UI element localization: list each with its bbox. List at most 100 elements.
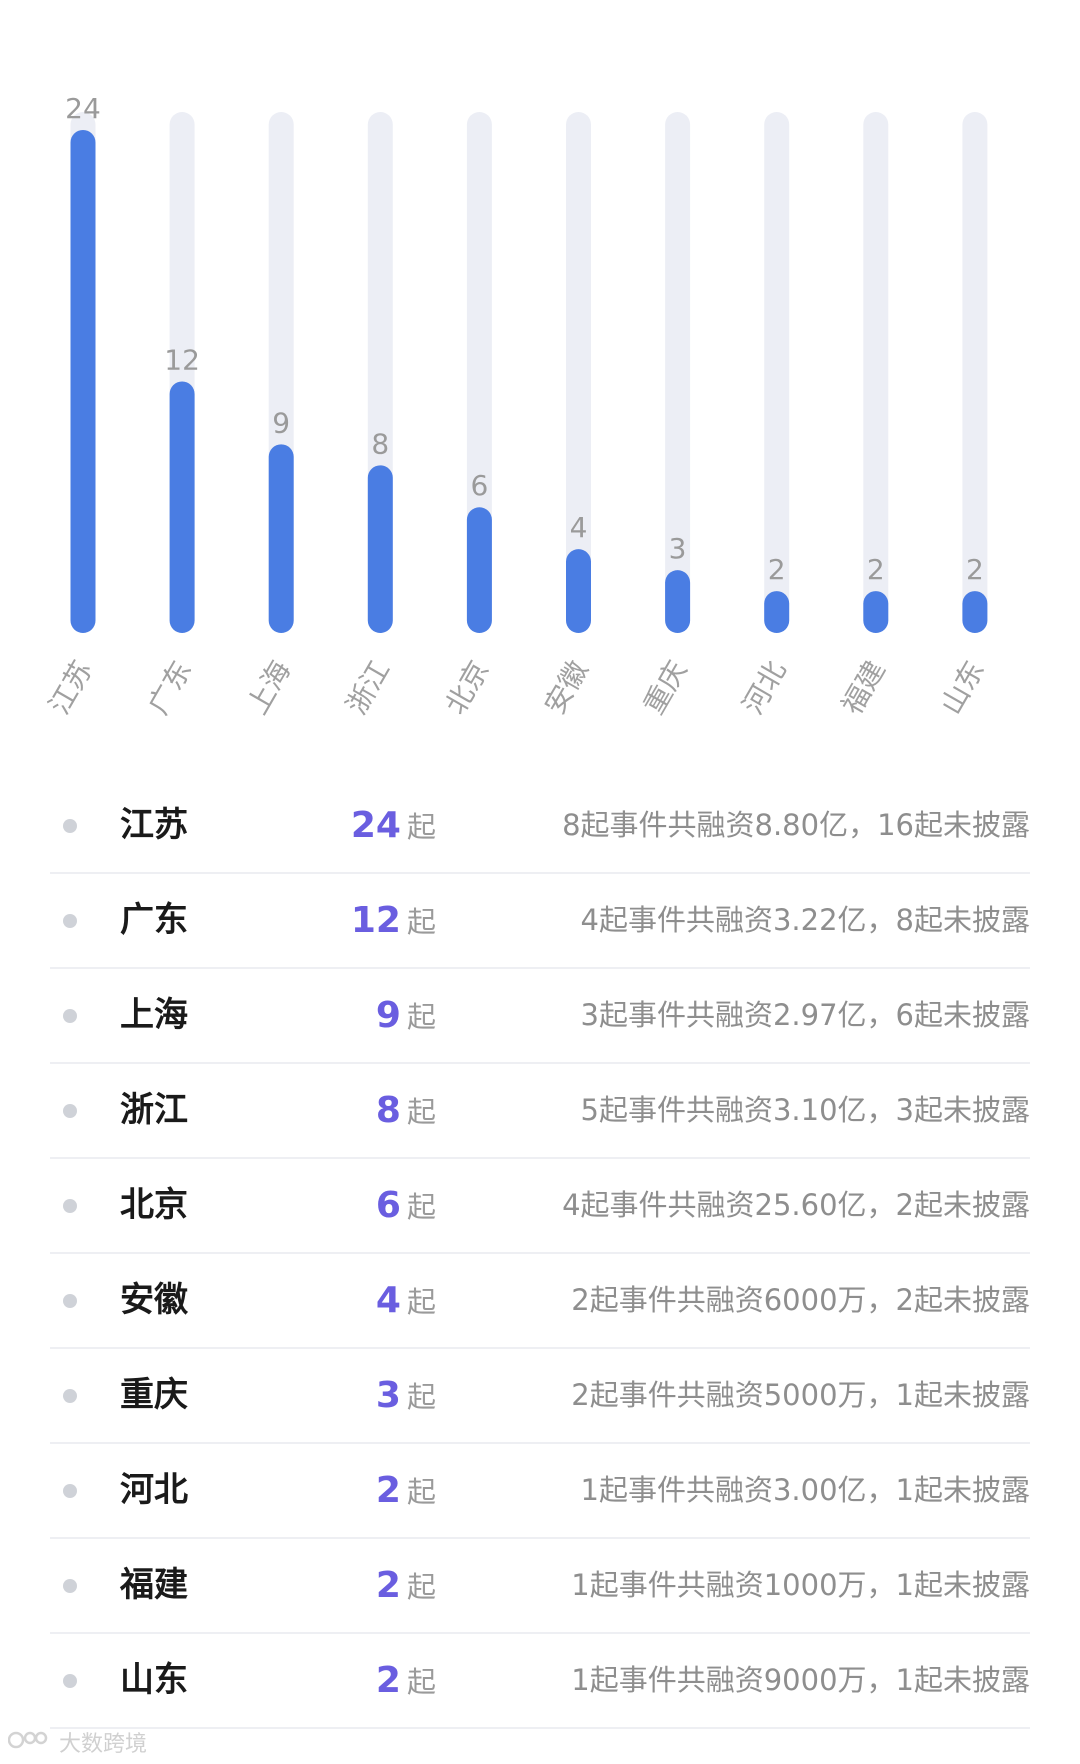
region-name: 广东 [120,900,188,940]
data-label: 6 [470,469,488,502]
count-number: 12 [350,900,401,941]
bar-track [764,112,790,633]
count-unit: 起 [406,1190,436,1224]
region-name: 山东 [120,1660,188,1700]
data-label: 8 [371,427,389,460]
bullet-dot-icon [63,819,77,833]
tick-label: 江苏 [42,655,99,720]
region-name: 浙江 [120,1090,188,1130]
bullet-dot-icon [63,1389,77,1403]
bullet-dot-icon [63,1104,77,1118]
region-name: 福建 [120,1565,188,1605]
count-unit: 起 [406,810,436,844]
count-unit: 起 [406,1380,436,1414]
bar [70,129,96,633]
data-label: 3 [669,532,687,565]
bar-track [962,112,988,633]
event-count: 12 起 [50,874,436,967]
tick-label: 上海 [241,655,298,720]
list-item: 安徽 4 起 2起事件共融资6000万，2起未披露 [50,1254,1030,1349]
financing-detail: 1起事件共融资1000万，1起未披露 [571,1568,1030,1602]
list-item: 江苏 24 起 8起事件共融资8.80亿，16起未披露 [50,779,1030,874]
data-label: 9 [272,406,290,439]
tick-label: 重庆 [637,655,694,720]
data-label: 12 [164,343,200,376]
bullet-dot-icon [63,1294,77,1308]
financing-detail: 8起事件共融资8.80亿，16起未披露 [562,808,1030,842]
bar-track [566,112,591,633]
financing-detail: 5起事件共融资3.10亿，3起未披露 [580,1093,1030,1127]
list-item: 浙江 8 起 5起事件共融资3.10亿，3起未披露 [50,1064,1030,1159]
bar-chart: 24 江苏 12 广东 9 上海 8 浙江 6 北京 4 安徽 3 重庆 2 河北 2 福建 2 山东 [42,92,991,720]
count-unit: 起 [406,1000,436,1034]
region-list: 江苏 24 起 8起事件共融资8.80亿，16起未披露 广东 12 起 4起事件共融资3.22… [50,779,1030,1729]
tick-label: 广东 [142,655,199,720]
count-unit: 起 [406,1095,436,1129]
region-name: 江苏 [120,805,188,845]
bullet-dot-icon [63,1199,77,1213]
tick-label: 山东 [934,655,991,720]
bar [268,444,294,633]
financing-detail: 2起事件共融资6000万，2起未披露 [571,1283,1030,1317]
list-item: 北京 6 起 4起事件共融资25.60亿，2起未披露 [50,1159,1030,1254]
bar [566,549,591,633]
count-number: 4 [375,1280,401,1321]
bar-track [665,112,691,633]
bullet-dot-icon [63,1579,77,1593]
list-item: 山东 2 起 1起事件共融资9000万，1起未披露 [50,1634,1030,1729]
financing-detail: 1起事件共融资3.00亿，1起未披露 [580,1473,1030,1507]
data-label: 2 [966,553,984,586]
bullet-dot-icon [63,914,77,928]
data-label: 24 [65,92,101,125]
count-number: 2 [375,1565,401,1606]
region-name: 河北 [120,1470,188,1510]
count-number: 3 [375,1375,401,1416]
financing-detail: 1起事件共融资9000万，1起未披露 [571,1663,1030,1697]
count-number: 8 [375,1090,401,1131]
count-number: 2 [375,1660,401,1701]
tick-label: 浙江 [340,655,397,720]
bar [764,591,790,633]
bar [665,570,691,633]
bar [367,465,393,633]
count-unit: 起 [406,1570,436,1604]
financing-detail: 4起事件共融资3.22亿，8起未披露 [580,903,1030,937]
tick-label: 福建 [835,655,892,720]
event-count: 24 起 [50,779,436,872]
bar [863,591,889,633]
watermark-text: 大数跨境 [59,1731,148,1757]
count-unit: 起 [406,1475,436,1509]
data-label: 4 [570,511,588,544]
bar-track [863,112,889,633]
tick-label: 安徽 [538,655,595,720]
count-number: 9 [375,995,401,1036]
region-name: 北京 [120,1185,188,1225]
watermark: 大数跨境 [7,1728,148,1761]
list-item: 福建 2 起 1起事件共融资1000万，1起未披露 [50,1539,1030,1634]
data-label: 2 [867,553,885,586]
list-item: 上海 9 起 3起事件共融资2.97亿，6起未披露 [50,969,1030,1064]
bar-track [466,112,492,633]
bullet-dot-icon [63,1484,77,1498]
count-number: 6 [375,1185,401,1226]
tick-label: 河北 [736,655,793,720]
bullet-dot-icon [63,1674,77,1688]
list-item: 重庆 3 起 2起事件共融资5000万，1起未披露 [50,1349,1030,1444]
list-item: 广东 12 起 4起事件共融资3.22亿，8起未披露 [50,874,1030,969]
financing-detail: 2起事件共融资5000万，1起未披露 [571,1378,1030,1412]
list-item: 河北 2 起 1起事件共融资3.00亿，1起未披露 [50,1444,1030,1539]
count-number: 24 [350,805,401,846]
watermark-logo-icon [7,1728,48,1761]
bar [466,507,492,633]
count-unit: 起 [406,1665,436,1699]
bullet-dot-icon [63,1009,77,1023]
data-label: 2 [768,553,786,586]
bar [962,591,988,633]
